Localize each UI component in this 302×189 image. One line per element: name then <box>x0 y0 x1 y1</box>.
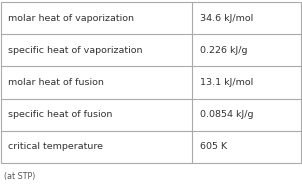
Text: specific heat of vaporization: specific heat of vaporization <box>8 46 143 55</box>
Text: 0.0854 kJ/g: 0.0854 kJ/g <box>200 110 253 119</box>
Text: 605 K: 605 K <box>200 142 227 151</box>
Text: 13.1 kJ/mol: 13.1 kJ/mol <box>200 78 253 87</box>
Text: (at STP): (at STP) <box>4 171 35 180</box>
Text: molar heat of vaporization: molar heat of vaporization <box>8 14 134 23</box>
Text: molar heat of fusion: molar heat of fusion <box>8 78 104 87</box>
Text: 34.6 kJ/mol: 34.6 kJ/mol <box>200 14 253 23</box>
Text: specific heat of fusion: specific heat of fusion <box>8 110 112 119</box>
Bar <box>1 2 301 163</box>
Text: 0.226 kJ/g: 0.226 kJ/g <box>200 46 248 55</box>
Text: critical temperature: critical temperature <box>8 142 103 151</box>
